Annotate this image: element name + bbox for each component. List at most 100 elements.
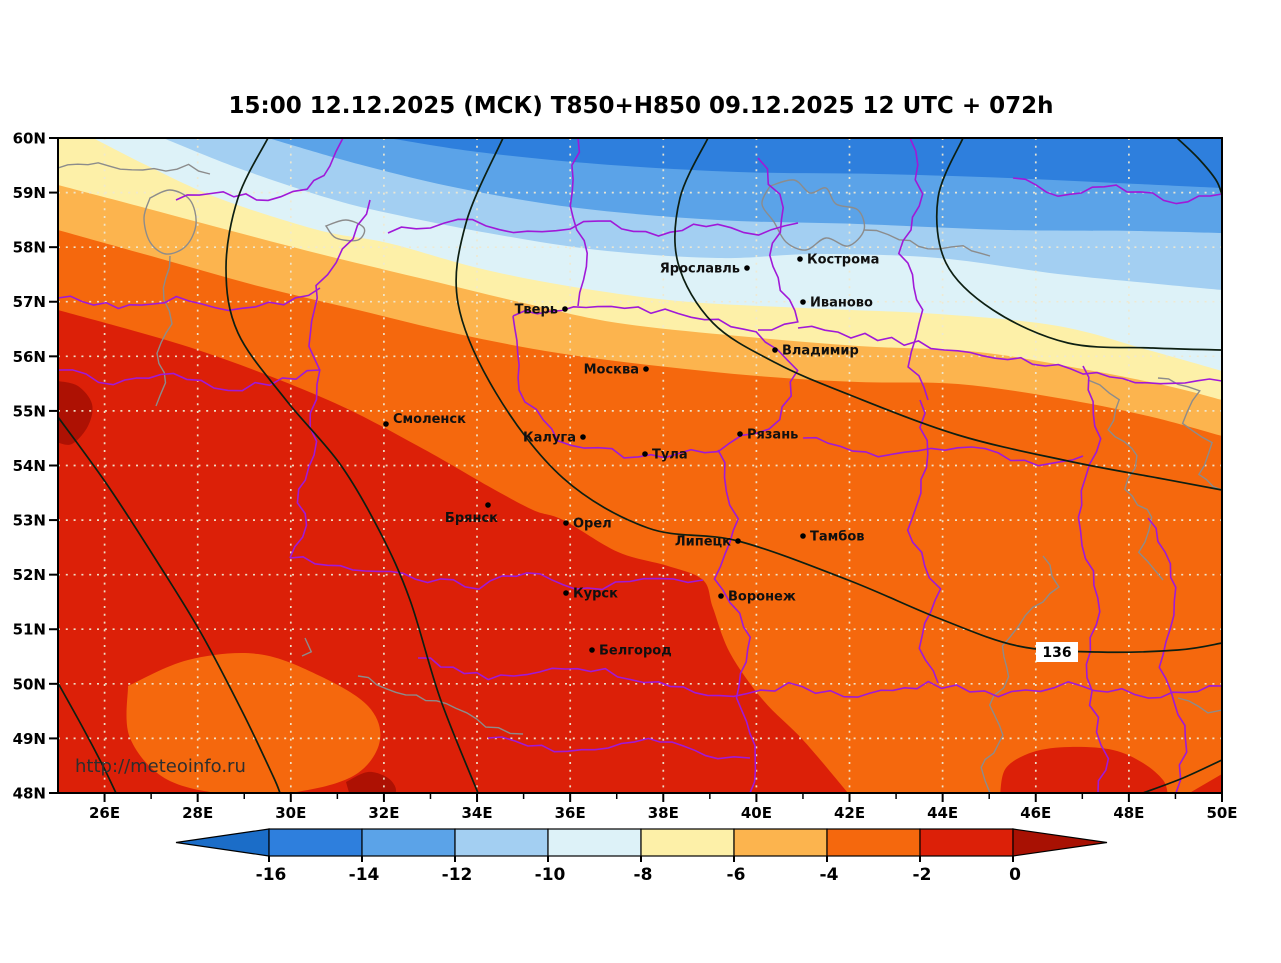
admin-border-line: [1077, 365, 1110, 793]
lon-axis-label: 40E: [741, 804, 772, 822]
city-label: Кострома: [807, 253, 879, 268]
city-label: Брянск: [445, 511, 498, 526]
city-marker: Липецк: [675, 535, 741, 550]
city-label: Липецк: [675, 535, 731, 550]
admin-border-line: [897, 138, 929, 401]
lon-axis-label: 44E: [927, 804, 958, 822]
city-label: Рязань: [747, 428, 798, 443]
colorbar-tick-label: -10: [535, 865, 566, 885]
lat-axis-label: 55N: [13, 402, 46, 420]
city-dot: [485, 502, 491, 508]
h850-contour-line: [674, 138, 1222, 491]
city-dot: [744, 265, 750, 271]
colorbar-segment: [454, 828, 549, 857]
colorbar-tick-label: -6: [727, 865, 746, 885]
colorbar-tick-label: -2: [913, 865, 932, 885]
lake-outline: [143, 189, 197, 255]
lon-axis-label: 38E: [648, 804, 679, 822]
city-marker: Тула: [642, 448, 688, 463]
river-line: [58, 162, 211, 175]
city-label: Тула: [652, 448, 688, 463]
temperature-colorbar: -16 -14 -12 -10 -8 -6 -4 -2 0: [175, 828, 1108, 885]
colorbar-segment: [919, 828, 1014, 857]
lake-outline: [761, 179, 866, 251]
admin-borders: [58, 138, 1222, 793]
city-label: Калуга: [523, 431, 576, 446]
h850-contour-line: [455, 138, 1222, 654]
city-marker: Тамбов: [800, 530, 865, 545]
band-red-corner: [1189, 774, 1222, 793]
admin-border-line: [757, 157, 799, 331]
river-line: [863, 229, 991, 257]
city-dot: [562, 306, 568, 312]
lon-axis-label: 50E: [1206, 804, 1237, 822]
river-line: [980, 555, 1060, 793]
colorbar-segment: [547, 828, 642, 857]
city-label: Ярославль: [660, 262, 740, 277]
city-dot: [383, 421, 389, 427]
admin-border-line: [289, 199, 371, 559]
city-label: Смоленск: [393, 412, 466, 427]
h850-contour-line: [225, 138, 479, 793]
city-dot: [643, 366, 649, 372]
h850-contour-line: [58, 682, 117, 793]
city-dot: [800, 533, 806, 539]
admin-border-line: [906, 399, 942, 684]
map-layers: 136 Ярославль Кострома Иваново Тверь Владимир…: [58, 138, 1222, 793]
river-line: [155, 255, 173, 407]
lon-axis-label: 46E: [1020, 804, 1051, 822]
colorbar-segment: [361, 828, 456, 857]
lat-axis-label: 57N: [13, 293, 46, 311]
h850-contour-line: [1142, 759, 1222, 793]
admin-border-line: [417, 657, 1222, 699]
lon-axis-label: 28E: [182, 804, 213, 822]
city-label: Орел: [573, 517, 612, 532]
city-label: Белгород: [599, 644, 672, 659]
contour-label-box: [1036, 642, 1078, 662]
contour-label-group: 136: [1036, 642, 1078, 662]
city-marker: Рязань: [737, 428, 798, 443]
colorbar-segment: [826, 828, 921, 857]
h850-contours: [58, 138, 1222, 793]
admin-border-line: [58, 287, 321, 312]
lat-axis-label: 54N: [13, 457, 46, 475]
city-label: Владимир: [782, 344, 859, 359]
colorbar-tick-label: -8: [634, 865, 653, 885]
band-red-southeast: [1000, 746, 1168, 793]
admin-border-line: [175, 138, 344, 202]
colorbar-tick-label: 0: [1009, 865, 1021, 885]
city-label: Курск: [573, 587, 618, 602]
lon-axis-label: 32E: [368, 804, 399, 822]
admin-border-line: [802, 436, 1084, 467]
admin-border-line: [289, 555, 704, 591]
lon-axis-label: 34E: [461, 804, 492, 822]
city-dot: [718, 593, 724, 599]
admin-border-line: [713, 449, 757, 793]
h850-contour-line: [1176, 138, 1222, 196]
river-line: [301, 637, 313, 657]
admin-border-line: [58, 369, 321, 392]
map-canvas: 136 Ярославль Кострома Иваново Тверь Владимир…: [58, 138, 1222, 793]
city-marker: Владимир: [772, 344, 859, 359]
colorbar-arrow-right: [1012, 828, 1108, 857]
h850-contour-line: [935, 138, 1222, 351]
city-dot: [735, 538, 741, 544]
lake-outline: [324, 219, 366, 242]
colorbar-tick-label: -4: [820, 865, 839, 885]
city-marker: Смоленск: [383, 412, 466, 427]
city-dot: [642, 451, 648, 457]
lon-axis-label: 36E: [555, 804, 586, 822]
river-line: [1157, 377, 1222, 491]
lat-axis-label: 53N: [13, 512, 46, 530]
colorbar-tick-label: -12: [442, 865, 473, 885]
lat-axis-label: 59N: [13, 184, 46, 202]
admin-border-line: [1012, 177, 1222, 205]
band-minus16-minus14: [388, 138, 1222, 188]
city-marker: Белгород: [589, 644, 672, 659]
admin-border-line: [797, 325, 1222, 385]
lat-axis-label: 48N: [13, 784, 46, 802]
admin-border-line: [387, 218, 799, 237]
lon-axis-label: 42E: [834, 804, 865, 822]
